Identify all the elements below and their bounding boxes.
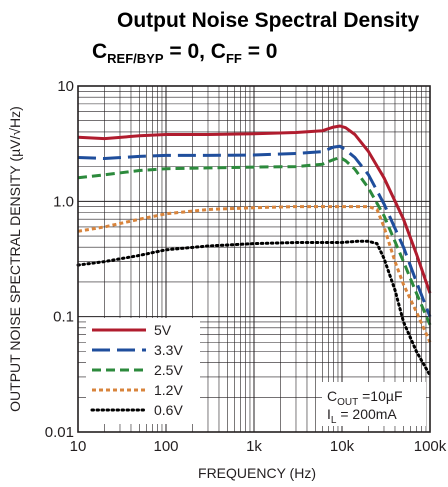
y-tick-label: 0.1 [53, 309, 74, 326]
legend-label: 0.6V [154, 402, 183, 418]
chart-grid [78, 86, 430, 432]
legend-label: 3.3V [154, 342, 183, 358]
x-tick-label: 100k [414, 438, 447, 455]
series-line-3p3v [77, 144, 432, 318]
x-axis-label: FREQUENCY (Hz) [198, 465, 316, 481]
y-tick-label: 10 [57, 78, 74, 95]
legend-label: 5V [154, 322, 172, 338]
x-tick-label: 10 [70, 438, 87, 455]
series-line-5v [77, 124, 432, 294]
series-line-2p5v [77, 156, 432, 326]
legend-label: 2.5V [154, 362, 183, 378]
conditions-annotation: COUT =10µF IL = 200mA [322, 382, 426, 426]
chart-legend: 5V 3.3V 2.5V 1.2V 0.6V [86, 318, 200, 424]
series-line-0p6v [76, 239, 432, 377]
y-axis-label: OUTPUT NOISE SPECTRAL DENSITY (µV/√Hz) [7, 106, 23, 412]
cout-annotation: COUT =10µF [327, 388, 403, 408]
tick-labels: 10 100 1k 10k 100k 0.01 0.1 1.0 10 [45, 78, 447, 455]
chart-title-line1: Output Noise Spectral Density [117, 9, 420, 32]
x-tick-label: 10k [330, 438, 355, 455]
plot-frame [77, 85, 431, 433]
legend-label: 1.2V [154, 382, 183, 398]
y-tick-label: 0.01 [45, 424, 74, 441]
y-tick-label: 1.0 [53, 193, 74, 210]
x-tick-label: 1k [246, 438, 262, 455]
chart-series-group [76, 124, 432, 377]
il-annotation: IL = 200mA [327, 406, 397, 426]
series-line-1p2v [77, 205, 432, 343]
x-tick-label: 100 [153, 438, 178, 455]
chart-title-line2: CREF/BYP = 0, CFF = 0 [92, 40, 277, 66]
